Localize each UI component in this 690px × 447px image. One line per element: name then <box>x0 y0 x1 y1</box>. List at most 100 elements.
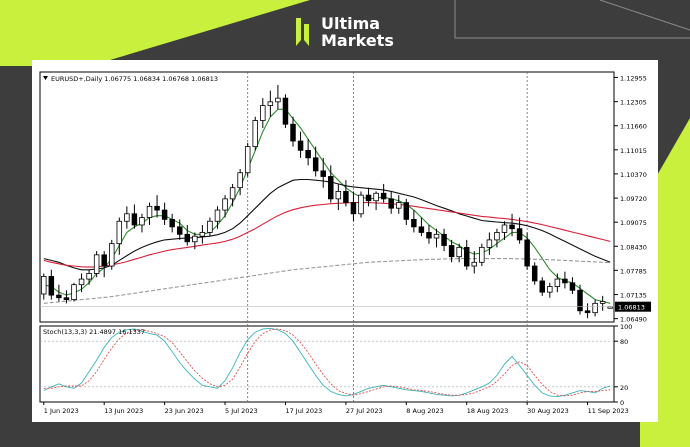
candle-body <box>380 192 387 200</box>
candle-body <box>554 278 561 287</box>
candle-body <box>312 157 319 172</box>
dropdown-arrow-icon <box>43 76 48 80</box>
candle-body <box>207 220 213 233</box>
candle-body <box>93 254 100 274</box>
candle-body <box>599 301 606 304</box>
candle-body <box>418 226 425 233</box>
price-axis-tick-label: 1.06490 <box>620 316 647 324</box>
stoch-panel-border <box>39 325 615 403</box>
candle-body <box>320 170 326 177</box>
candle-body <box>396 202 402 209</box>
candle-body <box>290 123 296 142</box>
price-axis-tick-label: 1.09720 <box>620 195 647 203</box>
candle-body <box>78 278 85 286</box>
candle-body <box>41 276 47 295</box>
candle-body <box>501 224 508 233</box>
candle-body <box>184 233 191 243</box>
stoch-axis-tick-label: 20 <box>620 384 628 392</box>
candle-body <box>63 297 70 301</box>
candle-body <box>411 218 417 228</box>
candle-body <box>388 198 394 209</box>
candle-body <box>260 105 266 121</box>
candle-body <box>116 220 123 245</box>
time-axis-tick-label: 13 Jun 2023 <box>104 407 143 415</box>
candle-body <box>471 261 478 267</box>
candle-body <box>154 205 160 211</box>
candle-body <box>282 97 289 125</box>
candle-body <box>335 191 342 200</box>
time-axis-tick-label: 27 Jul 2023 <box>346 407 383 415</box>
current-price-label: 1.06813 <box>618 304 645 312</box>
candle-body <box>494 232 500 241</box>
candle-body <box>350 202 357 215</box>
candle-body <box>305 149 311 159</box>
candle-body <box>48 276 55 296</box>
price-axis-tick-label: 1.12305 <box>620 99 647 107</box>
price-axis-tick-label: 1.07135 <box>620 292 647 300</box>
moving-average-line <box>43 178 611 271</box>
candle-body <box>584 310 591 314</box>
candle-body <box>192 235 198 243</box>
moving-average-line <box>43 108 611 304</box>
stoch-axis-tick-label: 80 <box>620 338 628 346</box>
candle-body <box>577 289 583 312</box>
brand-logo: Ultima Markets <box>293 14 394 50</box>
candle-body <box>592 302 598 314</box>
brand-name-line1: Ultima <box>321 14 381 33</box>
time-axis-tick-label: 5 Jul 2023 <box>225 407 258 415</box>
moving-average-line <box>43 258 611 304</box>
candle-body <box>214 209 221 222</box>
stoch-line <box>43 328 611 397</box>
candle-body <box>486 239 493 248</box>
decor-outline-diagonal <box>599 0 690 31</box>
time-axis-tick-label: 18 Aug 2023 <box>467 407 509 415</box>
time-axis-tick-label: 23 Jun 2023 <box>165 407 204 415</box>
candle-body <box>516 228 523 241</box>
price-panel-border <box>39 71 615 323</box>
candle-body <box>244 146 251 174</box>
time-axis-tick-label: 1 Jun 2023 <box>44 407 79 415</box>
stoch-axis-tick-label: 100 <box>620 323 632 331</box>
price-axis-tick-label: 1.09075 <box>620 219 647 227</box>
chart-title: EURUSD+,Daily 1.06775 1.06834 1.06768 1.… <box>51 75 218 83</box>
decor-outline <box>454 0 690 39</box>
candle-body <box>252 120 258 148</box>
stoch-axis-tick-label: 0 <box>620 399 624 407</box>
candle-body <box>275 97 281 103</box>
candle-body <box>547 286 553 293</box>
stoch-title: Stoch(13,3,3) 21.4897 16.1337 <box>43 328 145 336</box>
candle-body <box>562 278 568 284</box>
candle-body <box>297 140 304 151</box>
candle-body <box>358 194 364 215</box>
candle-body <box>131 213 138 226</box>
price-axis-tick-label: 1.08430 <box>620 243 647 251</box>
candle-body <box>433 233 440 239</box>
candle-body <box>373 192 379 202</box>
candlestick-chart: 1.12955 1.12305 1.11660 1.11015 1.10370 1.097… <box>39 71 651 415</box>
candle-body <box>109 243 115 267</box>
accent-band-left <box>0 0 310 66</box>
price-axis-tick-label: 1.10370 <box>620 171 647 179</box>
candle-body <box>539 280 545 293</box>
candle-body <box>509 224 515 230</box>
candle-body <box>199 232 206 237</box>
chart-frame: 1.12955 1.12305 1.11660 1.11015 1.10370 1.097… <box>32 60 658 422</box>
candle-body <box>531 265 538 282</box>
candle-body <box>463 246 470 267</box>
candle-body <box>343 191 349 203</box>
candle-body <box>161 209 168 220</box>
candle-body <box>237 172 243 189</box>
candle-body <box>448 245 455 258</box>
candle-body <box>441 233 447 246</box>
candle-body <box>86 273 92 280</box>
price-axis-tick-label: 1.11660 <box>620 123 647 131</box>
time-axis-tick-label: 30 Aug 2023 <box>527 407 569 415</box>
candle-body <box>328 176 334 200</box>
time-axis-tick-label: 8 Aug 2023 <box>406 407 444 415</box>
candle-body <box>267 101 274 106</box>
candle-body <box>176 226 183 235</box>
candle-body <box>56 294 62 299</box>
time-axis-tick-label: 17 Jul 2023 <box>285 407 322 415</box>
candle-body <box>456 246 462 258</box>
candle-body <box>426 232 432 239</box>
